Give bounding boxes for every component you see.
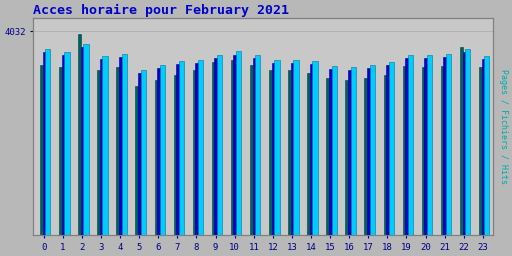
Bar [198, 60, 203, 235]
Bar [116, 67, 119, 235]
Bar [293, 60, 298, 235]
Bar [179, 61, 184, 235]
Bar [157, 68, 160, 235]
Bar [367, 68, 370, 235]
Bar [408, 55, 413, 235]
Bar [212, 62, 215, 235]
Bar [346, 80, 348, 235]
Bar [348, 70, 351, 235]
Bar [383, 75, 387, 235]
Y-axis label: Pages / Fichiers / Hits: Pages / Fichiers / Hits [499, 69, 508, 184]
Bar [250, 65, 253, 235]
Bar [155, 80, 157, 235]
Bar [422, 67, 424, 235]
Bar [83, 44, 89, 235]
Bar [45, 49, 51, 235]
Bar [138, 73, 141, 235]
Bar [427, 55, 432, 235]
Bar [176, 64, 180, 235]
Bar [160, 65, 165, 235]
Bar [482, 59, 485, 235]
Bar [272, 63, 275, 235]
Bar [121, 54, 127, 235]
Bar [351, 67, 356, 235]
Bar [78, 34, 81, 235]
Bar [217, 55, 222, 235]
Bar [135, 86, 138, 235]
Bar [65, 52, 70, 235]
Bar [233, 55, 237, 235]
Bar [61, 55, 65, 235]
Bar [386, 65, 390, 235]
Bar [195, 63, 199, 235]
Bar [291, 63, 294, 235]
Bar [424, 58, 428, 235]
Bar [215, 58, 218, 235]
Bar [402, 66, 406, 235]
Bar [484, 56, 489, 235]
Bar [102, 56, 108, 235]
Bar [389, 62, 394, 235]
Bar [307, 73, 310, 235]
Bar [332, 66, 337, 235]
Bar [269, 70, 272, 235]
Bar [479, 67, 482, 235]
Bar [446, 54, 451, 235]
Bar [365, 78, 367, 235]
Bar [252, 58, 256, 235]
Bar [329, 69, 332, 235]
Bar [231, 60, 233, 235]
Bar [312, 61, 317, 235]
Bar [326, 78, 329, 235]
Bar [288, 70, 291, 235]
Bar [405, 58, 409, 235]
Bar [141, 70, 146, 235]
Bar [443, 57, 447, 235]
Bar [460, 47, 463, 235]
Bar [42, 52, 46, 235]
Bar [100, 59, 103, 235]
Bar [274, 60, 280, 235]
Bar [119, 57, 122, 235]
Bar [193, 70, 196, 235]
Bar [97, 70, 100, 235]
Bar [81, 47, 84, 235]
Bar [462, 52, 466, 235]
Bar [236, 51, 241, 235]
Text: Acces horaire pour February 2021: Acces horaire pour February 2021 [33, 4, 289, 17]
Bar [310, 64, 313, 235]
Bar [255, 55, 261, 235]
Bar [441, 66, 444, 235]
Bar [40, 65, 43, 235]
Bar [370, 65, 375, 235]
Bar [59, 67, 62, 235]
Bar [465, 49, 471, 235]
Bar [174, 75, 177, 235]
